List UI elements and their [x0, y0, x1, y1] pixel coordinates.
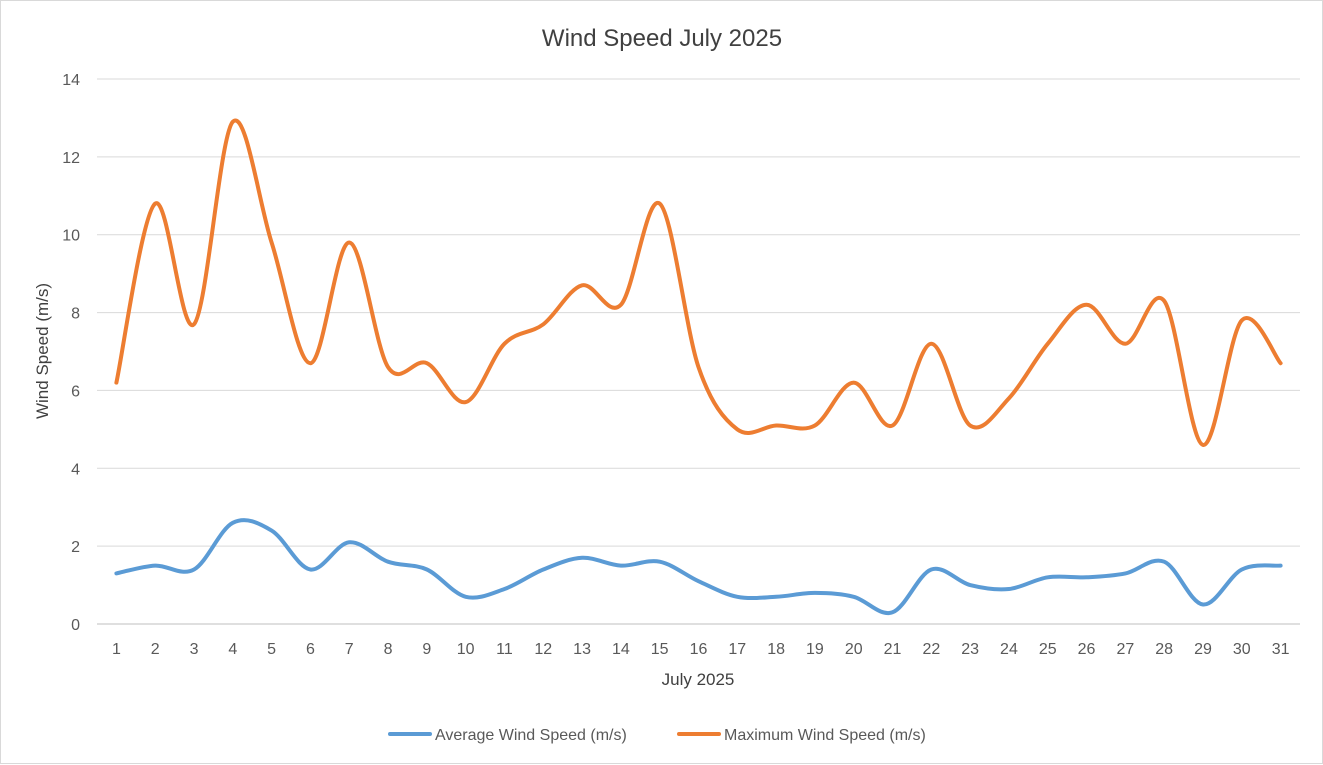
x-tick-label: 18: [767, 641, 785, 658]
y-tick-label: 10: [62, 228, 80, 245]
x-tick-label: 16: [690, 641, 708, 658]
gridlines: [97, 78, 1300, 625]
series-line-average: [114, 518, 1283, 616]
x-tick-label: 6: [306, 641, 315, 658]
x-tick-label: 10: [457, 641, 475, 658]
y-tick-label: 8: [71, 306, 80, 323]
x-tick-label: 1: [112, 641, 121, 658]
x-tick-label: 23: [961, 641, 979, 658]
x-tick-label: 22: [922, 641, 940, 658]
x-tick-label: 15: [651, 641, 669, 658]
x-tick-label: 12: [534, 641, 552, 658]
x-tick-label: 7: [345, 641, 354, 658]
y-tick-label: 12: [62, 150, 80, 167]
x-tick-label: 17: [728, 641, 746, 658]
x-tick-label: 2: [151, 641, 160, 658]
x-tick-label: 26: [1078, 641, 1096, 658]
x-tick-label: 21: [884, 641, 902, 658]
x-tick-label: 11: [496, 641, 513, 658]
y-axis-label: Wind Speed (m/s): [33, 283, 52, 419]
y-tick-label: 2: [71, 539, 80, 556]
y-tick-label: 4: [71, 461, 80, 478]
x-tick-label: 4: [228, 641, 237, 658]
x-tick-label: 5: [267, 641, 276, 658]
x-axis-label: July 2025: [662, 670, 735, 689]
x-tick-label: 20: [845, 641, 863, 658]
series-line-maximum: [114, 118, 1283, 447]
x-tick-label: 9: [422, 641, 431, 658]
x-tick-label: 27: [1116, 641, 1134, 658]
x-tick-label: 28: [1155, 641, 1173, 658]
y-axis-ticks: 0 2 4 6 8 10 12 14: [62, 72, 80, 634]
x-tick-label: 29: [1194, 641, 1212, 658]
chart-title: Wind Speed July 2025: [542, 25, 782, 52]
x-tick-label: 8: [384, 641, 393, 658]
x-tick-label: 31: [1272, 641, 1290, 658]
x-tick-label: 25: [1039, 641, 1057, 658]
legend-label: Average Wind Speed (m/s): [435, 727, 627, 744]
series-lines: [114, 118, 1283, 616]
x-axis-ticks: 1 2 3 4 5 6 7 8 9 10 11 12 13 14 15 16 17 18 19 20 21 22 23 24 2…: [112, 641, 1290, 658]
y-tick-label: 0: [71, 617, 80, 634]
x-tick-label: 19: [806, 641, 824, 658]
y-tick-label: 14: [62, 72, 80, 89]
x-tick-label: 14: [612, 641, 630, 658]
x-tick-label: 30: [1233, 641, 1251, 658]
x-tick-label: 13: [573, 641, 591, 658]
x-tick-label: 24: [1000, 641, 1018, 658]
legend: Average Wind Speed (m/s) Maximum Wind Spe…: [388, 727, 926, 744]
legend-label: Maximum Wind Speed (m/s): [724, 727, 926, 744]
x-tick-label: 3: [190, 641, 199, 658]
y-tick-label: 6: [71, 383, 80, 400]
